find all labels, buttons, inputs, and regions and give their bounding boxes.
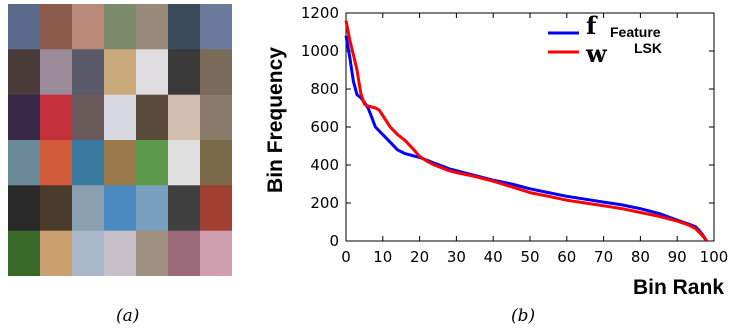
legend: f Feature w LSK (548, 11, 662, 68)
caption-a: (a) (116, 306, 140, 326)
y-tick-label: 600 (310, 118, 339, 136)
y-tick-label: 800 (310, 80, 339, 98)
x-tick-label: 30 (447, 248, 466, 266)
mosaic-photo (168, 4, 201, 50)
mosaic-photo (168, 230, 201, 276)
legend-label-lsk: LSK (634, 40, 662, 56)
mosaic-photo (104, 140, 137, 186)
mosaic-photo (104, 185, 137, 232)
mosaic-photo (168, 185, 201, 232)
mosaic-photo (136, 4, 169, 50)
mosaic-photo (200, 4, 232, 50)
y-tick-label: 400 (310, 156, 339, 174)
plot-area (344, 20, 708, 242)
mosaic-photo (8, 230, 41, 276)
x-tick-label: 80 (631, 248, 650, 266)
mosaic-photo (136, 230, 169, 276)
mosaic-photo (8, 4, 41, 50)
y-tick-label: 1000 (301, 42, 339, 60)
y-axis-label: Bin Frequency (264, 47, 287, 193)
rank-frequency-chart: Bin Frequency Bin Rank 02004006008001000… (264, 4, 729, 299)
mosaic-photo (72, 140, 105, 186)
axes: 0 200 400 600 800 1000 1200 0 10 20 30 40 50 60 70 80 90… (301, 4, 729, 266)
mosaic-photo (104, 49, 137, 96)
y-tick-label: 200 (310, 194, 339, 212)
mosaic-photo (40, 140, 73, 186)
mosaic-photo (40, 230, 73, 276)
mosaic-photo (40, 4, 73, 50)
y-tick-label: 0 (329, 232, 339, 250)
x-tick-label: 40 (484, 248, 503, 266)
x-tick-label: 60 (557, 248, 576, 266)
mosaic-photo (8, 185, 41, 232)
mosaic-photo (168, 94, 201, 141)
mosaic-photo (8, 49, 41, 96)
mosaic-photo (72, 4, 105, 50)
x-tick-label: 90 (668, 248, 687, 266)
mosaic-photo (200, 185, 232, 232)
x-tick-label: 20 (410, 248, 429, 266)
x-tick-label: 100 (700, 248, 729, 266)
mosaic-photo (200, 49, 232, 96)
mosaic-photo (168, 49, 201, 96)
mosaic-photo (200, 140, 232, 186)
x-axis-label: Bin Rank (633, 276, 724, 299)
mosaic-photo (8, 140, 41, 186)
mosaic-photo (40, 94, 73, 141)
x-tick-label: 10 (373, 248, 392, 266)
mosaic-photo (8, 94, 41, 141)
mosaic-photo (136, 185, 169, 232)
mosaic-photo (40, 185, 73, 232)
mosaic-photo (136, 49, 169, 96)
x-tick-label: 0 (341, 248, 351, 266)
series-line-feature (344, 35, 708, 242)
mosaic-photo (72, 49, 105, 96)
mosaic-photo (72, 185, 105, 232)
mosaic-photo (168, 140, 201, 186)
mosaic-photo (136, 94, 169, 141)
x-tick-label: 50 (520, 248, 539, 266)
mosaic-photo (72, 94, 105, 141)
y-tick-label: 1200 (301, 4, 339, 22)
series-line-lsk (344, 20, 708, 242)
mosaic-photo (40, 49, 73, 96)
x-tick-label: 70 (594, 248, 613, 266)
mosaic-photo (104, 4, 137, 50)
mosaic-photo (104, 230, 137, 276)
mosaic-photo (200, 94, 232, 141)
mosaic-photo (136, 140, 169, 186)
caption-b: (b) (511, 306, 536, 326)
mosaic-photo (104, 94, 137, 141)
image-mosaic (8, 4, 232, 276)
legend-symbol-feature: f (586, 11, 598, 40)
mosaic-photo (200, 230, 232, 276)
mosaic-photo (72, 230, 105, 276)
legend-symbol-lsk: w (585, 39, 608, 68)
legend-label-feature: Feature (610, 24, 661, 40)
